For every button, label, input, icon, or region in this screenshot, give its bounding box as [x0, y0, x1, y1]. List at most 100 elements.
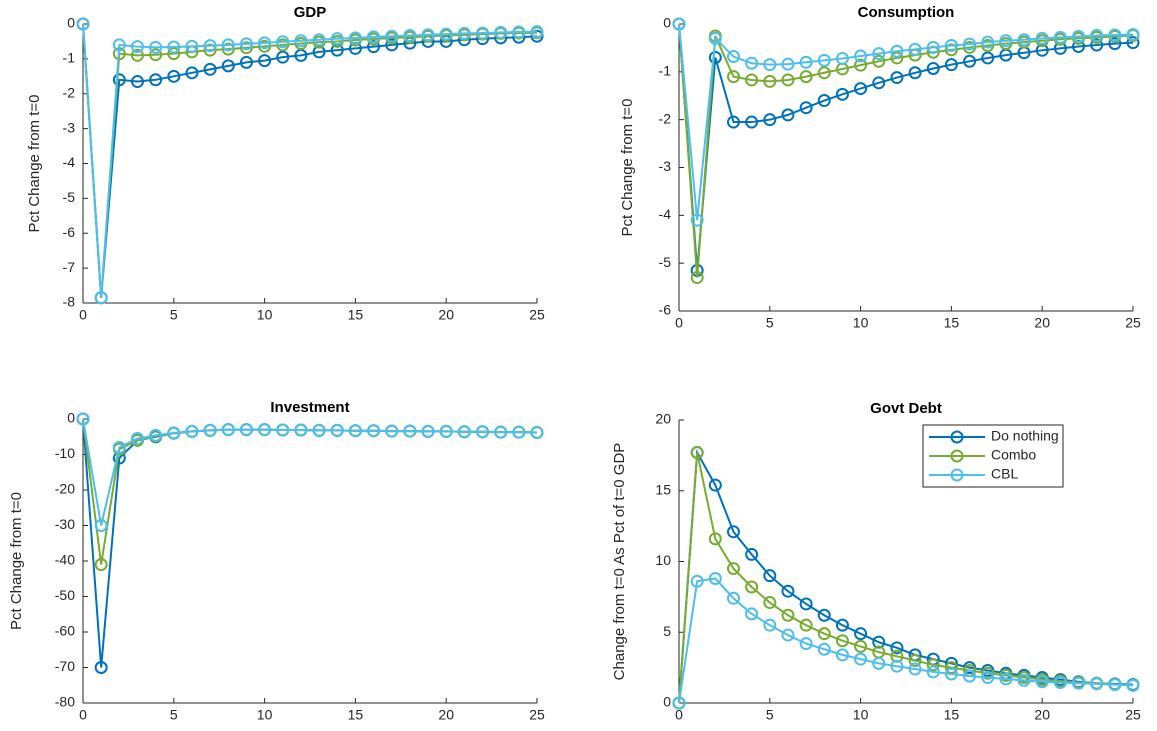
data-point [708, 532, 722, 546]
data-point [94, 291, 108, 305]
data-point [185, 424, 199, 438]
data-point [854, 49, 868, 63]
y-tick-label: -30 [55, 516, 75, 532]
data-point [799, 55, 813, 69]
y-tick-label: 5 [663, 623, 671, 639]
x-tick-label: 5 [766, 707, 774, 723]
data-point [872, 54, 886, 68]
data-point [1090, 677, 1104, 691]
data-point [745, 56, 759, 70]
data-point [854, 58, 868, 72]
data-point [908, 654, 922, 668]
data-point [708, 571, 722, 585]
data-point [799, 70, 813, 84]
data-point [403, 424, 417, 438]
x-tick-label: 20 [438, 307, 454, 323]
data-point [149, 73, 163, 87]
data-point [944, 58, 958, 72]
data-point [258, 39, 272, 53]
data-point [1090, 28, 1104, 42]
y-tick-label: 0 [663, 15, 671, 31]
data-point [512, 25, 526, 39]
data-point [276, 423, 290, 437]
data-point [294, 423, 308, 437]
data-point [835, 618, 849, 632]
x-tick-label: 15 [944, 315, 960, 331]
y-tick-label: -10 [55, 445, 75, 461]
chart-title: Govt Debt [870, 400, 942, 417]
data-point [872, 656, 886, 670]
data-point [203, 62, 217, 76]
data-point [872, 47, 886, 61]
data-point [439, 424, 453, 438]
y-tick-label: -7 [63, 259, 76, 275]
data-point [1053, 30, 1067, 44]
data-point [799, 618, 813, 632]
series-line [82, 418, 538, 668]
series-line [678, 23, 1134, 278]
data-point [167, 40, 181, 54]
y-tick-label: -3 [63, 119, 76, 135]
data-point [708, 478, 722, 492]
x-tick-label: 15 [348, 307, 364, 323]
data-point [763, 596, 777, 610]
data-point [239, 55, 253, 69]
x-tick-label: 5 [766, 315, 774, 331]
data-point [781, 608, 795, 622]
y-tick-label: -5 [659, 254, 672, 270]
data-point [781, 57, 795, 71]
data-point [981, 51, 995, 65]
data-point [239, 41, 253, 55]
data-point [726, 115, 740, 129]
data-point [221, 38, 235, 52]
data-point [149, 40, 163, 54]
data-point [258, 54, 272, 68]
data-point [763, 569, 777, 583]
data-point [944, 39, 958, 53]
series-line [678, 452, 1134, 704]
data-point [890, 649, 904, 663]
data-point [745, 115, 759, 129]
data-point [908, 66, 922, 80]
data-point [149, 428, 163, 442]
data-point [1053, 675, 1067, 689]
data-point [745, 607, 759, 621]
y-tick-label: -6 [659, 302, 672, 318]
data-point [817, 53, 831, 67]
data-point [1126, 28, 1140, 42]
data-point [221, 423, 235, 437]
y-tick-label: -20 [55, 481, 75, 497]
x-tick-label: 5 [170, 707, 178, 723]
y-axis-label: Change from t=0 As Pct of t=0 GDP [611, 443, 628, 681]
data-point [276, 35, 290, 49]
data-point [690, 574, 704, 588]
y-tick-label: -4 [63, 154, 76, 170]
x-tick-label: 20 [438, 707, 454, 723]
data-point [817, 66, 831, 80]
data-point [476, 26, 490, 40]
data-point [367, 40, 381, 54]
data-point [963, 37, 977, 51]
data-point [781, 628, 795, 642]
data-point [457, 26, 471, 40]
data-point [1108, 678, 1122, 692]
data-point [854, 627, 868, 641]
legend-marker [950, 468, 964, 482]
data-point [926, 61, 940, 75]
data-point [1035, 675, 1049, 689]
legend-label: Do nothing [991, 428, 1059, 444]
data-point [1035, 31, 1049, 45]
data-point [763, 618, 777, 632]
data-point [348, 424, 362, 438]
series-line [678, 23, 1134, 271]
data-point [1090, 38, 1104, 52]
y-tick-label: 15 [655, 481, 671, 497]
y-tick-label: 20 [655, 411, 671, 427]
data-point [963, 669, 977, 683]
data-point [403, 29, 417, 43]
data-point [726, 562, 740, 576]
x-tick-label: 15 [348, 707, 364, 723]
data-point [130, 48, 144, 62]
y-tick-label: -5 [63, 189, 76, 205]
